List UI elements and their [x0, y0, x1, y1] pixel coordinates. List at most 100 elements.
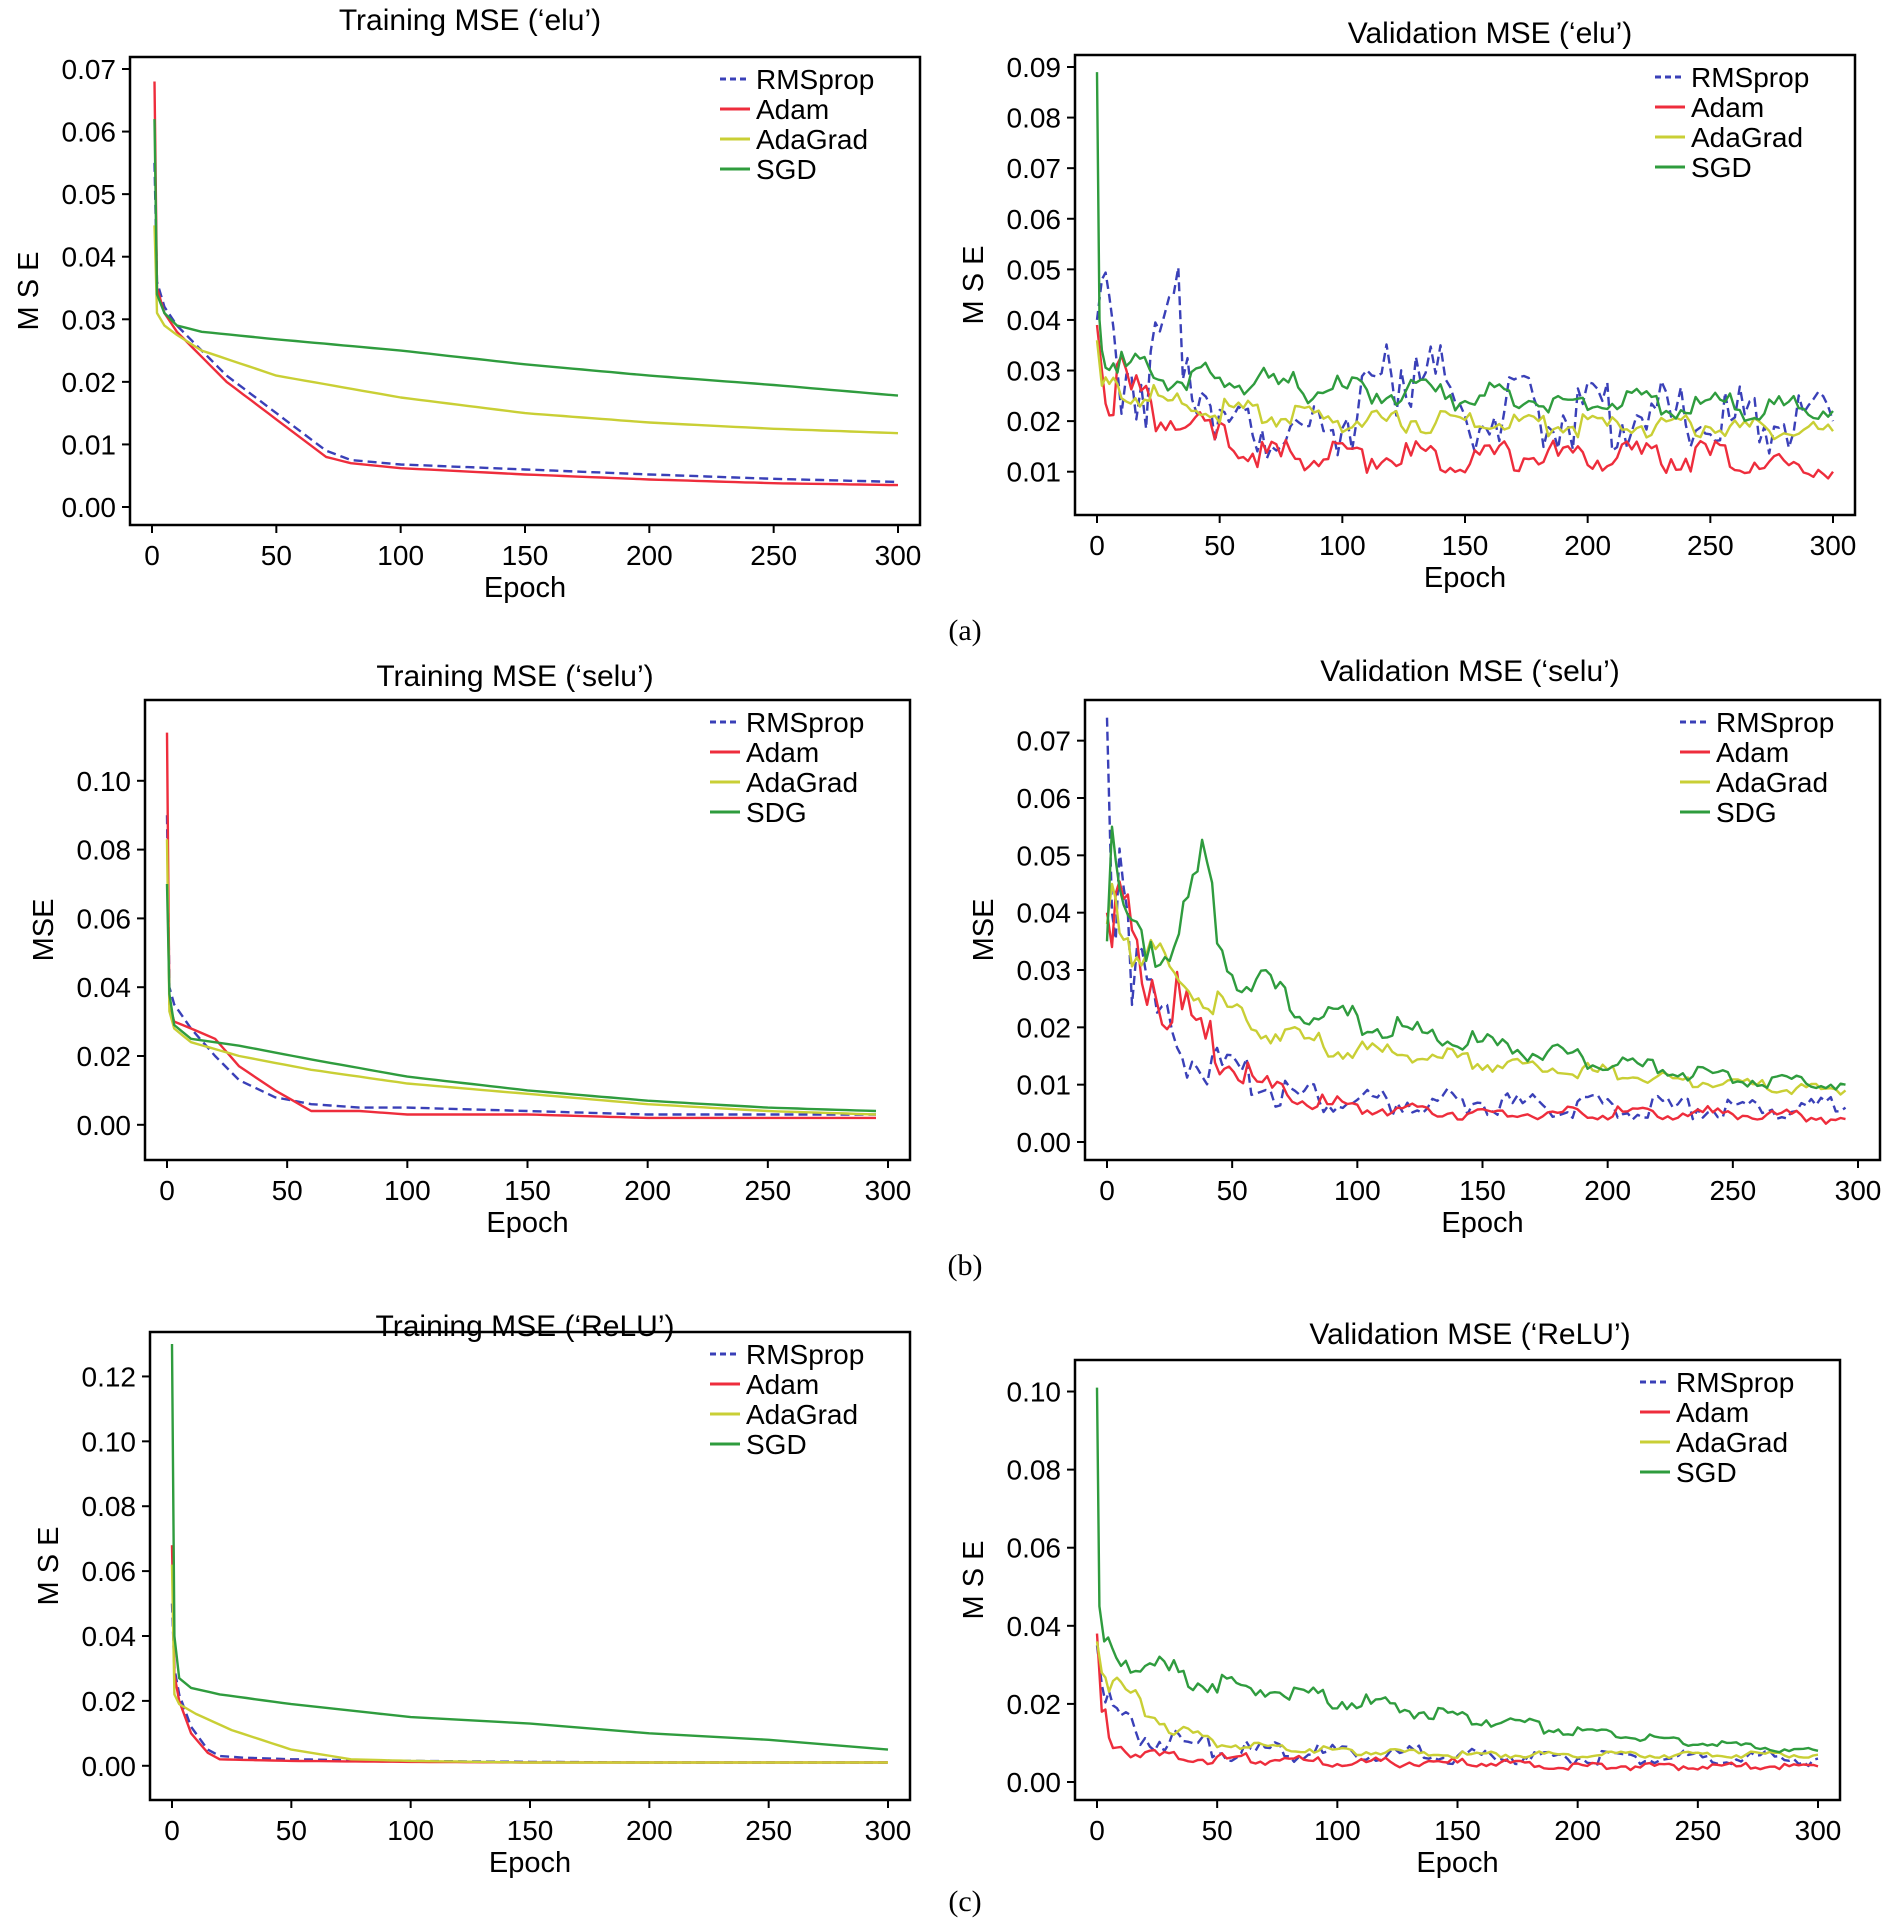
y-tick-label: 0.08 — [1007, 1455, 1062, 1486]
x-tick-label: 300 — [1835, 1175, 1882, 1206]
x-tick-label: 200 — [1564, 530, 1611, 561]
y-axis-label: M S E — [13, 252, 45, 331]
series-line-adam — [1095, 1633, 1819, 1772]
y-tick-label: 0.07 — [62, 54, 117, 85]
y-tick-label: 0.06 — [77, 903, 132, 934]
x-tick-label: 300 — [1795, 1815, 1842, 1846]
legend-label-rmsprop: RMSprop — [746, 1339, 864, 1370]
x-tick-label: 0 — [159, 1175, 175, 1206]
chart-1: Training MSE (‘elu’) 0 50 100 150 200 250 300 0.… — [13, 4, 921, 604]
y-tick-label: 0.08 — [77, 835, 132, 866]
y-tick-label: 0.00 — [1007, 1767, 1062, 1798]
chart-title: Training MSE (‘ReLU’) — [376, 1310, 675, 1343]
series-line-rmsprop — [1105, 717, 1847, 1121]
x-axis-label: Epoch — [1441, 1207, 1523, 1239]
series-line-rmsprop — [153, 162, 899, 484]
x-axis-label: Epoch — [486, 1207, 568, 1239]
legend-label-sdg: SDG — [1716, 797, 1777, 828]
x-tick-label: 50 — [261, 540, 292, 571]
legend-label-sgd: SGD — [746, 1429, 807, 1460]
series-line-adagrad — [170, 1564, 888, 1764]
x-tick-label: 150 — [502, 540, 549, 571]
y-axis-label: MSE — [28, 899, 60, 962]
chart-3: Training MSE (‘selu’) 0 50 100 150 200 250 300 0… — [28, 660, 911, 1239]
x-axis-label: Epoch — [1416, 1847, 1498, 1879]
series-line-sdg — [165, 883, 877, 1113]
y-tick-label: 0.10 — [82, 1426, 137, 1457]
y-axis-label: M S E — [33, 1527, 65, 1606]
x-axis-label: Epoch — [484, 572, 566, 604]
legend-label-sgd: SGD — [756, 154, 817, 185]
series-line-adagrad — [1095, 340, 1834, 441]
y-tick-label: 0.02 — [82, 1686, 137, 1717]
chart-title: Validation MSE (‘ReLU’) — [1309, 1318, 1630, 1351]
series-line-adagrad — [165, 839, 877, 1116]
x-tick-label: 100 — [377, 540, 424, 571]
y-tick-label: 0.06 — [62, 117, 117, 148]
series-line-sgd — [1095, 1387, 1819, 1754]
series-line-sgd — [153, 119, 899, 397]
x-tick-label: 50 — [1217, 1175, 1248, 1206]
y-tick-label: 0.02 — [1007, 406, 1062, 437]
series-line-adam — [153, 81, 899, 487]
y-tick-label: 0.01 — [62, 429, 117, 460]
x-tick-label: 250 — [744, 1175, 791, 1206]
y-tick-label: 0.04 — [77, 972, 132, 1003]
x-tick-label: 50 — [1202, 1815, 1233, 1846]
legend-label-adagrad: AdaGrad — [1676, 1427, 1788, 1458]
y-tick-label: 0.03 — [62, 304, 117, 335]
series-line-adagrad — [1105, 882, 1847, 1096]
y-tick-label: 0.06 — [1007, 204, 1062, 235]
series-line-sgd — [170, 1343, 889, 1751]
x-tick-label: 0 — [1089, 1815, 1105, 1846]
series-line-adam — [170, 1545, 888, 1764]
x-tick-label: 0 — [144, 540, 160, 571]
chart-4: Validation MSE (‘selu’) 0 50 100 150 200 250 30… — [968, 655, 1881, 1239]
series-line-adam — [1095, 324, 1834, 480]
x-tick-label: 0 — [1099, 1175, 1115, 1206]
y-tick-label: 0.10 — [1007, 1377, 1062, 1408]
series-line-rmsprop — [1095, 266, 1835, 460]
y-tick-label: 0.05 — [1007, 254, 1062, 285]
y-tick-label: 0.09 — [1007, 52, 1062, 83]
x-tick-label: 200 — [1584, 1175, 1631, 1206]
y-tick-label: 0.02 — [77, 1041, 132, 1072]
y-axis-label: M S E — [958, 246, 990, 325]
legend-label-rmsprop: RMSprop — [746, 707, 864, 738]
y-tick-label: 0.01 — [1007, 457, 1062, 488]
legend-label-rmsprop: RMSprop — [1716, 707, 1834, 738]
series-line-rmsprop — [1095, 1645, 1819, 1768]
legend-label-sgd: SGD — [1691, 152, 1752, 183]
y-tick-label: 0.02 — [62, 367, 117, 398]
x-tick-label: 200 — [626, 540, 673, 571]
y-tick-label: 0.05 — [62, 179, 117, 210]
x-tick-label: 0 — [1089, 530, 1105, 561]
series-line-rmsprop — [165, 815, 876, 1116]
x-tick-label: 100 — [1319, 530, 1366, 561]
x-tick-label: 100 — [387, 1815, 434, 1846]
x-tick-label: 300 — [875, 540, 922, 571]
x-tick-label: 250 — [750, 540, 797, 571]
y-tick-label: 0.08 — [82, 1491, 137, 1522]
series-line-adam — [1105, 880, 1846, 1125]
legend-label-sgd: SGD — [1676, 1457, 1737, 1488]
legend-label-rmsprop: RMSprop — [1676, 1367, 1794, 1398]
chart-title: Training MSE (‘selu’) — [376, 660, 653, 693]
legend-label-sdg: SDG — [746, 797, 807, 828]
chart-2: Validation MSE (‘elu’) 0 50 100 150 200 250 300… — [958, 17, 1856, 594]
legend-label-rmsprop: RMSprop — [756, 64, 874, 95]
x-tick-label: 300 — [865, 1815, 912, 1846]
x-tick-label: 100 — [1334, 1175, 1381, 1206]
series-line-adam — [165, 732, 876, 1120]
x-tick-label: 150 — [507, 1815, 554, 1846]
x-tick-label: 150 — [1442, 530, 1489, 561]
chart-title: Validation MSE (‘elu’) — [1348, 17, 1633, 50]
legend-label-adam: Adam — [1691, 92, 1764, 123]
legend-label-adam: Adam — [1676, 1397, 1749, 1428]
caption-a: (a) — [948, 614, 982, 647]
legend-label-adam: Adam — [746, 1369, 819, 1400]
x-tick-label: 250 — [1687, 530, 1734, 561]
legend-label-adagrad: AdaGrad — [1716, 767, 1828, 798]
y-tick-label: 0.03 — [1017, 955, 1072, 986]
